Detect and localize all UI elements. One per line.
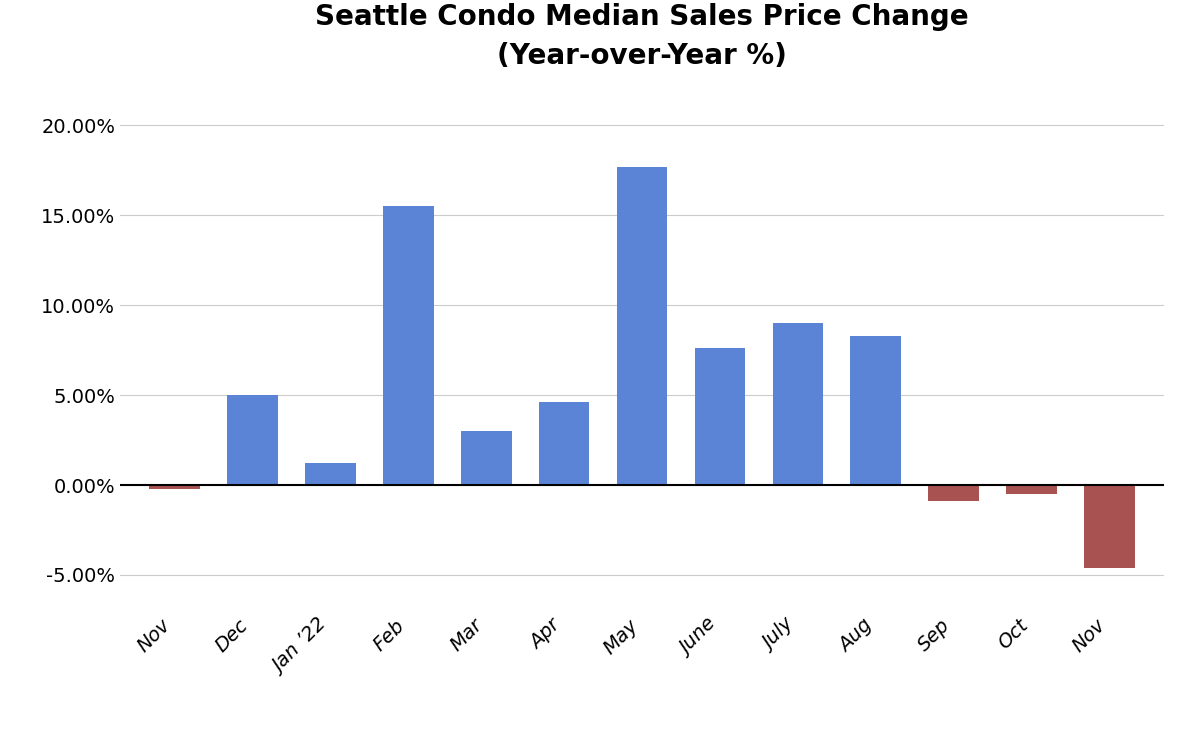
Bar	[1084, 485, 1135, 568]
Bar	[773, 323, 823, 485]
Bar	[149, 485, 200, 489]
Bar	[1007, 485, 1057, 494]
Bar	[461, 431, 511, 485]
Bar	[383, 206, 433, 485]
Bar	[617, 167, 667, 485]
Bar	[929, 485, 979, 501]
Bar	[227, 395, 277, 485]
Bar	[305, 463, 355, 485]
Bar	[539, 402, 589, 485]
Bar	[695, 349, 745, 485]
Bar	[851, 336, 901, 485]
Title: Seattle Condo Median Sales Price Change
(Year-over-Year %): Seattle Condo Median Sales Price Change …	[316, 4, 968, 70]
